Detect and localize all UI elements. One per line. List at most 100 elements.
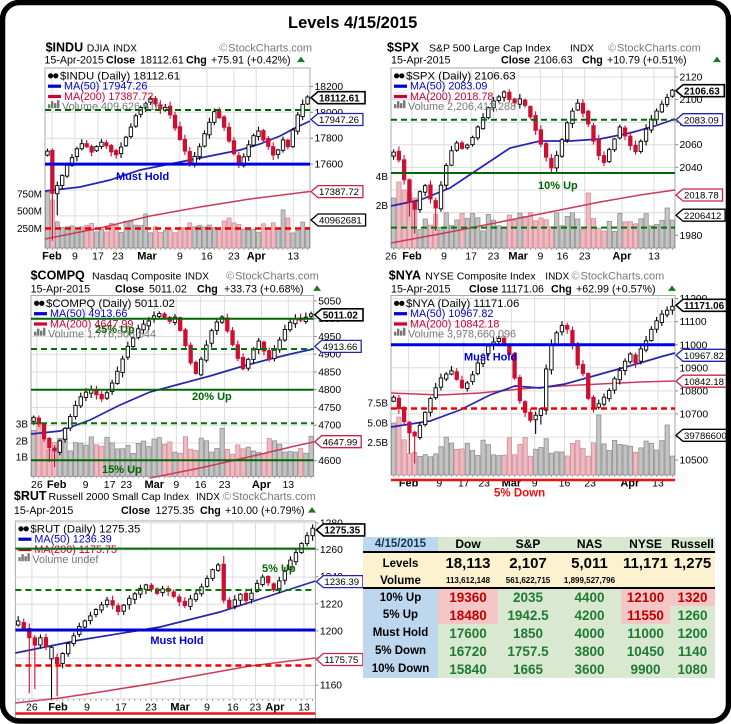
svg-text:4600: 4600 [318,456,341,467]
svg-text:Volume 1,776,508,544: Volume 1,776,508,544 [48,329,156,341]
svg-text:2.5B: 2.5B [367,438,388,449]
svg-text:MA(50) 10967.82: MA(50) 10967.82 [410,308,493,320]
svg-text:INDX: INDX [196,492,220,503]
svg-text:MA(200) 4647.99: MA(200) 4647.99 [50,318,133,330]
svg-text:23: 23 [145,702,157,714]
svg-text:15-Apr-2015: 15-Apr-2015 [31,283,90,295]
svg-text:2040: 2040 [680,163,703,174]
svg-text:StockCharts.com: StockCharts.com [232,491,316,503]
svg-text:2206412: 2206412 [684,211,721,222]
svg-text:©: © [223,491,231,503]
svg-text:1275.35: 1275.35 [324,526,360,537]
svg-text:StockCharts.com: StockCharts.com [235,271,319,283]
svg-text:1260: 1260 [320,545,343,556]
svg-text:23: 23 [478,478,490,490]
svg-text:MA(50) 17947.26: MA(50) 17947.26 [64,81,147,93]
svg-text:23: 23 [112,251,124,263]
svg-text:1200: 1200 [320,626,343,637]
svg-text:13: 13 [287,251,299,263]
svg-text:10842.18: 10842.18 [684,377,724,388]
svg-text:+10.79 (+0.51%): +10.79 (+0.51%) [607,55,687,67]
svg-text:$INDU: $INDU [46,41,84,55]
svg-text:Feb: Feb [42,251,62,263]
svg-text:9: 9 [173,479,179,491]
svg-text:9: 9 [204,702,210,714]
svg-text:23: 23 [250,702,262,714]
svg-text:2100: 2100 [680,95,703,106]
svg-text:20% Up: 20% Up [192,391,232,403]
svg-text:4800: 4800 [318,385,341,396]
svg-text:Mar: Mar [145,479,165,491]
svg-text:23: 23 [219,479,231,491]
svg-text:26: 26 [385,251,397,263]
svg-text:10% Up: 10% Up [538,180,578,192]
svg-text:11171.06: 11171.06 [684,301,725,312]
svg-text:1275.35: 1275.35 [156,505,195,517]
svg-text:StockCharts.com: StockCharts.com [617,43,701,55]
svg-text:10800: 10800 [680,386,709,397]
svg-text:40962681: 40962681 [319,216,362,227]
svg-text:17: 17 [115,702,127,714]
svg-text:5050: 5050 [318,297,341,308]
svg-text:15% Up: 15% Up [102,464,142,476]
svg-text:9: 9 [177,251,183,263]
svg-text:13: 13 [648,251,660,263]
svg-text:+62.99 (+0.57%): +62.99 (+0.57%) [576,283,656,295]
svg-text:9: 9 [436,478,442,490]
svg-text:4913.66: 4913.66 [323,342,358,353]
svg-text:17387.72: 17387.72 [319,187,359,198]
svg-text:10967.82: 10967.82 [684,351,724,362]
svg-text:©: © [226,271,234,283]
svg-text:Mar: Mar [137,251,157,263]
svg-text:INDX: INDX [113,44,137,55]
svg-text:23: 23 [579,251,591,263]
svg-text:Mar: Mar [508,251,528,263]
svg-text:StockCharts.com: StockCharts.com [228,43,312,55]
svg-text:Close: Close [106,55,135,67]
svg-text:$SPX (Daily) 2106.63: $SPX (Daily) 2106.63 [406,70,516,82]
svg-text:9: 9 [532,478,538,490]
svg-text:Russell 2000 Small Cap Index: Russell 2000 Small Cap Index [49,491,190,503]
svg-text:16: 16 [227,702,239,714]
svg-text:17947.26: 17947.26 [319,115,359,126]
svg-text:250M: 250M [17,224,42,235]
svg-text:16: 16 [195,479,207,491]
svg-text:Close: Close [469,283,498,295]
svg-text:$NYA: $NYA [389,269,421,283]
svg-text:10700: 10700 [680,410,709,421]
svg-text:NYSE Composite Index: NYSE Composite Index [425,271,536,283]
svg-text:Volume 2,206,412,288: Volume 2,206,412,288 [408,101,516,113]
svg-text:$COMPQ: $COMPQ [31,269,85,283]
svg-text:Must Hold: Must Hold [464,352,517,364]
svg-text:13: 13 [298,702,310,714]
svg-text:1236.39: 1236.39 [324,577,359,588]
svg-text:16: 16 [557,251,569,263]
svg-text:Feb: Feb [47,479,67,491]
svg-text:17: 17 [92,251,104,263]
svg-text:9: 9 [72,251,78,263]
svg-text:Close: Close [115,283,144,295]
svg-text:750M: 750M [17,190,42,201]
svg-text:+75.91 (+0.42%): +75.91 (+0.42%) [211,55,291,67]
svg-text:10900: 10900 [680,363,709,374]
svg-text:15-Apr-2015: 15-Apr-2015 [14,505,73,517]
svg-text:+33.73 (+0.68%): +33.73 (+0.68%) [224,283,304,295]
svg-text:INDX: INDX [185,272,209,283]
svg-text:$SPX: $SPX [387,41,420,55]
svg-text:13: 13 [652,478,664,490]
svg-text:4950: 4950 [318,332,341,343]
svg-text:Chg: Chg [197,283,218,295]
svg-text:5.0B: 5.0B [367,419,388,430]
svg-text:+10.00 (+0.79%): +10.00 (+0.79%) [225,505,305,517]
svg-text:1980: 1980 [680,231,703,242]
svg-text:Volume 409,626,616: Volume 409,626,616 [62,101,161,113]
svg-text:9: 9 [83,479,89,491]
svg-text:17: 17 [104,479,116,491]
svg-text:MA(50) 1236.39: MA(50) 1236.39 [34,534,111,546]
svg-text:Volume 3,978,660,096: Volume 3,978,660,096 [408,329,516,341]
svg-text:23: 23 [584,478,596,490]
svg-text:$INDU (Daily) 18112.61: $INDU (Daily) 18112.61 [60,70,180,82]
svg-text:9: 9 [441,251,447,263]
svg-text:INDX: INDX [570,44,594,55]
svg-text:2060: 2060 [680,140,703,151]
